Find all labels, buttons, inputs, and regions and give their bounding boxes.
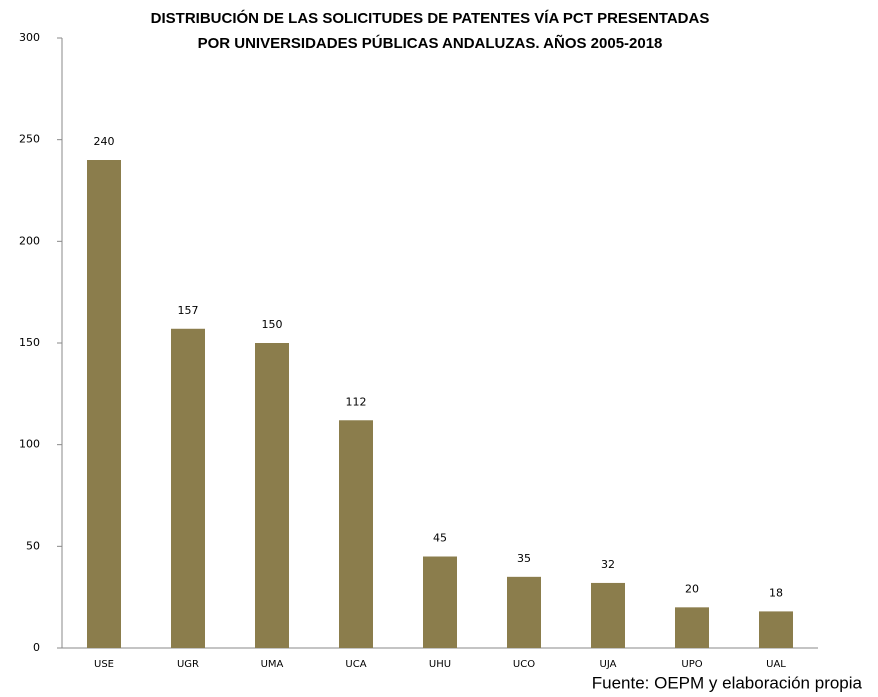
y-tick-label: 200 (19, 234, 40, 247)
chart-title: DISTRIBUCIÓN DE LAS SOLICITUDES DE PATEN… (151, 9, 710, 27)
bar (339, 420, 373, 648)
x-tick-label: UAL (766, 659, 786, 670)
bar (507, 576, 541, 648)
x-tick-label: USE (94, 659, 114, 670)
y-tick-label: 0 (33, 641, 40, 654)
y-tick-label: 100 (19, 438, 40, 451)
data-label: 240 (94, 135, 115, 148)
x-tick-label: UCO (513, 659, 535, 670)
y-tick-label: 250 (19, 133, 40, 146)
bar (759, 611, 793, 648)
data-label: 18 (769, 586, 783, 599)
data-label: 35 (517, 552, 531, 565)
bar (255, 343, 289, 648)
y-tick-label: 50 (26, 539, 40, 552)
chart-title: POR UNIVERSIDADES PÚBLICAS ANDALUZAS. AÑ… (198, 34, 663, 52)
x-tick-label: UJA (600, 659, 617, 670)
data-label: 20 (685, 582, 699, 595)
x-tick-label: UPO (681, 659, 702, 670)
x-tick-label: UGR (177, 659, 199, 670)
y-tick-label: 300 (19, 31, 40, 44)
data-label: 32 (601, 558, 615, 571)
data-label: 112 (346, 395, 367, 408)
bar (171, 328, 205, 648)
x-tick-label: UMA (261, 659, 284, 670)
data-label: 45 (433, 532, 447, 545)
x-tick-label: UCA (345, 659, 366, 670)
bar (423, 556, 457, 648)
x-tick-label: UHU (429, 659, 451, 670)
data-label: 150 (262, 318, 283, 331)
source-note: Fuente: OEPM y elaboración propia (592, 673, 863, 692)
bar (591, 582, 625, 648)
bar (675, 607, 709, 648)
bar (87, 160, 121, 648)
data-label: 157 (178, 304, 199, 317)
y-tick-label: 150 (19, 336, 40, 349)
